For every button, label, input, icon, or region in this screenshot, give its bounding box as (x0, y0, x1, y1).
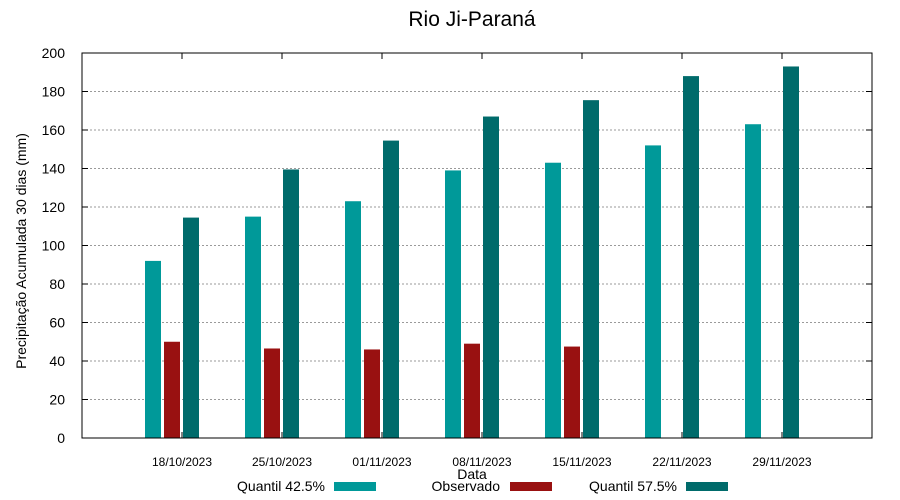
legend: Quantil 42.5% Observado Quantil 57.5% (237, 478, 728, 494)
bar-observado (364, 349, 380, 438)
legend-swatch (334, 482, 376, 491)
y-axis-label: Precipitação Acumulada 30 dias (mm) (13, 133, 29, 369)
x-tick-label: 25/10/2023 (252, 455, 312, 469)
bar-quantil-42-5 (545, 162, 561, 438)
x-tick-label: 18/10/2023 (152, 455, 212, 469)
bar-quantil-57-5 (283, 169, 299, 438)
bar-quantil-42-5 (645, 145, 661, 438)
y-axis: 0 20 40 60 80 100 120 140 160 180 200 (42, 45, 872, 446)
y-tick-label: 120 (42, 199, 66, 215)
bars (145, 66, 799, 439)
chart-title: Rio Ji-Paraná (408, 8, 536, 31)
bar-quantil-57-5 (583, 100, 599, 438)
x-axis: 18/10/2023 25/10/2023 01/11/2023 08/11/2023… (152, 53, 812, 469)
y-tick-label: 160 (42, 122, 66, 138)
bar-observado (464, 343, 480, 438)
bar-observado (164, 341, 180, 438)
y-tick-label: 200 (42, 45, 66, 61)
y-tick-label: 180 (42, 84, 66, 100)
bar-quantil-42-5 (745, 124, 761, 438)
y-tick-label: 60 (49, 315, 65, 331)
bar-observado (264, 348, 280, 438)
y-tick-label: 40 (49, 353, 65, 369)
legend-label: Quantil 57.5% (589, 478, 677, 494)
legend-label: Observado (432, 478, 501, 494)
bar-quantil-42-5 (245, 216, 261, 438)
bar-observado (564, 346, 580, 438)
x-tick-label: 08/11/2023 (452, 455, 511, 469)
bar-quantil-57-5 (683, 76, 699, 438)
y-tick-label: 0 (57, 430, 65, 446)
x-tick-label: 29/11/2023 (752, 455, 811, 469)
x-tick-label: 01/11/2023 (352, 455, 411, 469)
bar-quantil-57-5 (783, 66, 799, 438)
bar-quantil-57-5 (383, 140, 399, 438)
y-tick-label: 80 (49, 276, 65, 292)
y-tick-label: 20 (49, 392, 65, 408)
y-tick-label: 140 (42, 161, 66, 177)
x-tick-label: 22/11/2023 (652, 455, 711, 469)
bar-quantil-42-5 (445, 170, 461, 439)
legend-swatch (510, 482, 552, 491)
bar-quantil-57-5 (183, 217, 199, 438)
bar-quantil-57-5 (483, 116, 499, 439)
bar-quantil-42-5 (145, 260, 161, 438)
x-axis-label: Data (457, 466, 487, 482)
legend-swatch (686, 482, 728, 491)
legend-label: Quantil 42.5% (237, 478, 325, 494)
bar-quantil-42-5 (345, 201, 361, 438)
y-tick-label: 100 (42, 238, 66, 254)
x-tick-label: 15/11/2023 (552, 455, 611, 469)
